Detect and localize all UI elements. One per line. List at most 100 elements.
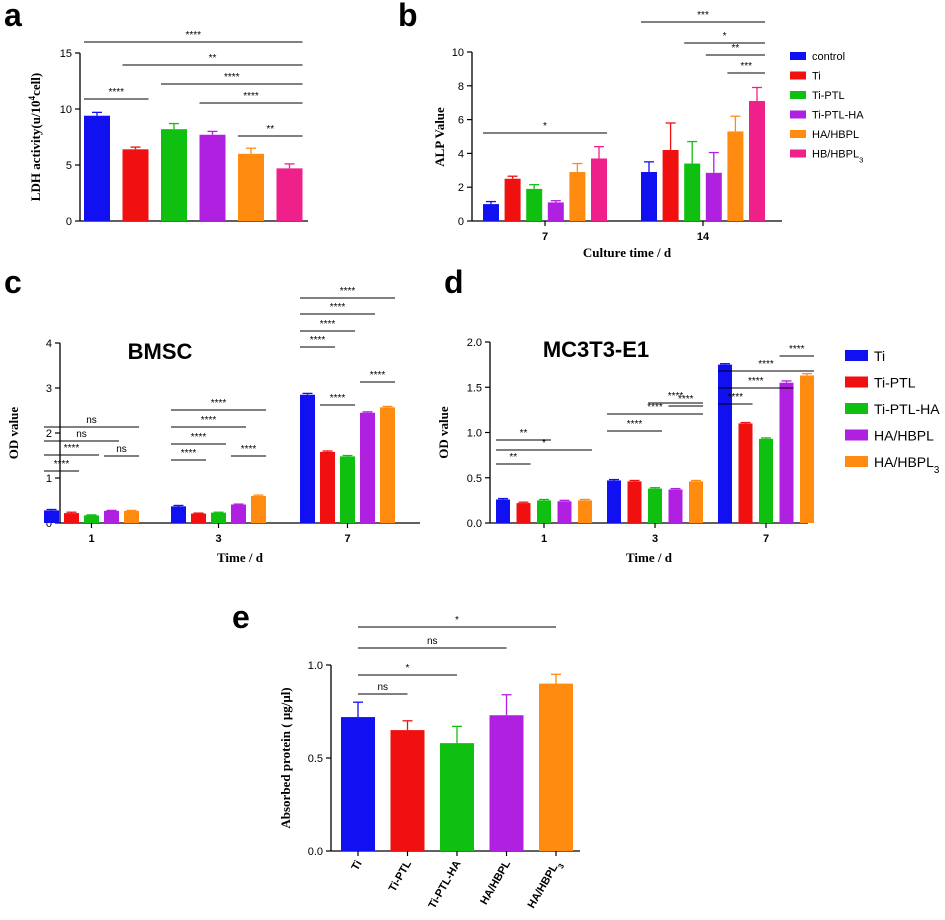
significance-label: ****: [211, 398, 227, 409]
significance-label: ****: [668, 391, 684, 402]
y-tick-label: 0.0: [308, 846, 323, 858]
bar-ti-ptl-ha: [705, 172, 722, 221]
y-axis-title: OD value: [436, 406, 451, 459]
bar-ha-hbpl: [779, 382, 794, 523]
bar-ha-hbpl: [231, 504, 246, 523]
significance-label: ns: [116, 444, 127, 455]
bar-ti-ptl: [64, 513, 79, 523]
y-tick-label: 15: [60, 48, 72, 60]
panel-letter: b: [398, 0, 418, 33]
bar-hb-hbpl: [749, 101, 765, 221]
y-tick-label: 4: [46, 338, 52, 350]
legend-swatch: [790, 52, 806, 60]
y-tick-label: 8: [458, 81, 464, 93]
panel-d: d 0.0 0.5 1.0 1.5 2.0 OD value Time / d MC3T3-E1…: [436, 264, 940, 565]
bar-ha-hbpl: [238, 153, 264, 221]
legend-swatch: [845, 403, 868, 414]
significance-label: **: [266, 124, 274, 135]
significance-label: ns: [86, 415, 97, 426]
significance-label: ****: [330, 393, 346, 404]
bar-ha-hbpl3: [380, 407, 395, 523]
y-tick-label: 5: [66, 160, 72, 172]
legend-label: HA/HBPL3: [874, 454, 940, 476]
y-axis-title: LDH activity(u/104cell): [27, 73, 43, 201]
legend-label: Ti-PTL: [812, 90, 845, 102]
x-tick-label: Ti: [349, 859, 364, 873]
y-tick-label: 1: [46, 473, 52, 485]
significance-label: ****: [789, 344, 805, 355]
significance-label: **: [732, 43, 740, 54]
bar-control: [84, 115, 110, 221]
legend-label: Ti: [874, 348, 885, 364]
bar-ti-ptl-ha: [648, 488, 662, 523]
bar-ti-ptl-ha: [759, 438, 773, 523]
bar-ti-ptl: [390, 730, 425, 851]
y-tick-label: 0.0: [467, 518, 482, 530]
x-tick-label: 7: [344, 533, 350, 545]
bar-ha-hbpl3: [124, 510, 139, 523]
bar-ti-ptl-ha: [199, 134, 226, 221]
significance-label: ns: [76, 429, 87, 440]
bar-hb-hbpl3: [276, 168, 303, 221]
legend-label: Ti-PTL-HA: [874, 401, 940, 417]
panel-letter: a: [4, 0, 22, 33]
y-tick-label: 0: [458, 216, 464, 228]
legend-swatch: [790, 71, 806, 80]
panel-letter: e: [232, 599, 250, 635]
significance-label: ****: [243, 91, 259, 102]
bar-ha-hbpl: [489, 715, 524, 851]
legend-label: HA/HBPL: [874, 428, 934, 444]
significance-label: ***: [697, 10, 709, 21]
bar-ti-ptl-ha: [537, 500, 551, 523]
legend-swatch: [845, 429, 868, 441]
legend-label: control: [812, 51, 845, 63]
significance-label: ****: [727, 392, 743, 403]
chart-title: BMSC: [128, 339, 193, 364]
legend-swatch: [790, 130, 806, 138]
legend-swatch: [790, 91, 806, 99]
bar-ha-hbpl: [727, 131, 744, 221]
significance-label: ns: [427, 636, 438, 647]
bar-ha-hbpl: [578, 500, 592, 523]
x-tick-label: 7: [542, 231, 548, 243]
legend-label: Ti: [812, 71, 821, 83]
bar-ha-hbpl: [539, 683, 573, 851]
y-tick-label: 4: [458, 148, 464, 160]
bar-control: [483, 204, 499, 221]
y-tick-label: 1.5: [467, 382, 482, 394]
bar-ti: [44, 510, 59, 523]
x-axis-title: Time / d: [626, 550, 673, 565]
chart-title: MC3T3-E1: [543, 337, 649, 362]
bar-ha-hbpl: [689, 481, 703, 523]
significance-label: ****: [627, 419, 643, 430]
bar-ti-ptl-ha: [440, 743, 474, 851]
x-tick-label: Ti-PTL-HA: [426, 858, 463, 910]
significance-label: ****: [758, 359, 774, 370]
significance-label: ****: [54, 459, 70, 470]
bar-ti-ptl-ha: [547, 202, 564, 221]
significance-label: ****: [647, 402, 663, 413]
y-tick-label: 0: [66, 216, 72, 228]
y-axis-title: Absorbed protein ( μg/μl): [278, 687, 293, 828]
legend-label: Ti-PTL-HA: [812, 110, 864, 122]
significance-label: ****: [181, 448, 197, 459]
significance-label: ****: [224, 72, 240, 83]
bar-ti: [496, 499, 510, 523]
legend-swatch: [845, 350, 868, 361]
bar-ha-hbpl: [557, 501, 572, 523]
bar-ha-hbpl: [668, 489, 683, 523]
significance-label: ****: [191, 432, 207, 443]
significance-label: **: [209, 53, 217, 64]
bar-hb-hbpl: [591, 158, 607, 221]
significance-label: *: [455, 615, 459, 626]
bar-ti-ptl: [526, 188, 543, 221]
y-tick-label: 2: [46, 428, 52, 440]
bar-ti: [662, 150, 679, 221]
y-tick-label: 0: [46, 518, 52, 530]
x-tick-label: 7: [763, 533, 769, 545]
bar-ti: [300, 394, 315, 523]
panel-letter: d: [444, 264, 464, 300]
significance-label: ****: [310, 335, 326, 346]
bar-ti: [504, 178, 521, 221]
